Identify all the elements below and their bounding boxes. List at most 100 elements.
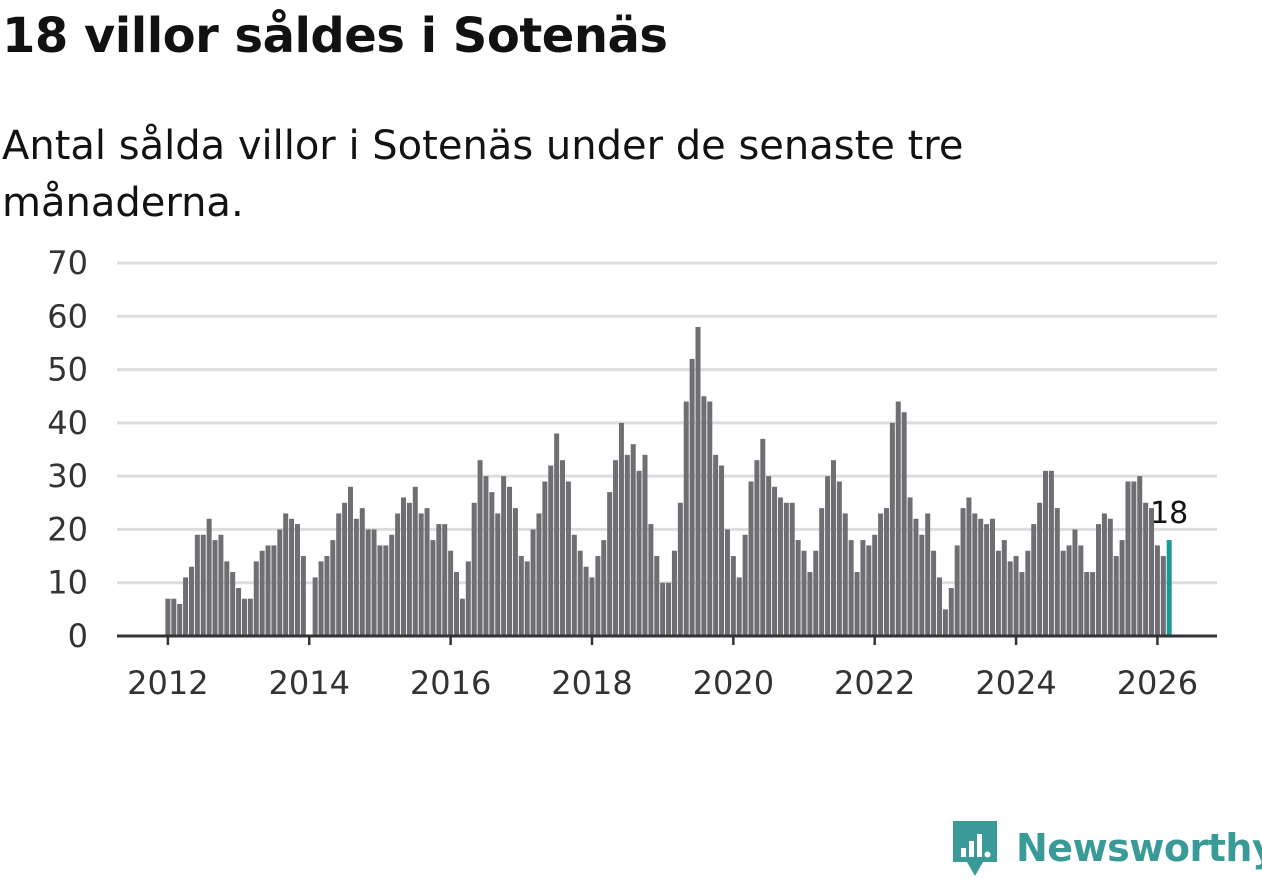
bar (1107, 518, 1113, 636)
bar (218, 534, 224, 636)
bar (836, 481, 842, 636)
bar (630, 444, 636, 636)
bar (1007, 561, 1013, 636)
x-tick-label: 2012 (127, 664, 208, 702)
bar (736, 577, 742, 636)
bar (418, 513, 424, 636)
bar (389, 534, 395, 636)
bar (801, 550, 807, 636)
bar (819, 508, 825, 636)
last-value-label: 18 (1150, 496, 1188, 531)
bar (1154, 545, 1160, 636)
bar (212, 540, 218, 636)
bar (259, 550, 265, 636)
y-tick-label: 60 (47, 297, 88, 335)
bar (206, 518, 212, 636)
bar (919, 534, 925, 636)
bar (312, 577, 318, 636)
bar (165, 598, 171, 636)
bar (542, 481, 548, 636)
bar (583, 566, 589, 636)
bar (424, 508, 430, 636)
bar (607, 492, 613, 636)
bar (595, 556, 601, 636)
y-tick-label: 40 (47, 404, 88, 442)
y-tick-label: 0 (68, 617, 88, 655)
bar (960, 508, 966, 636)
bar (412, 486, 418, 636)
bar (571, 534, 577, 636)
bar (465, 561, 471, 636)
x-tick-label: 2024 (975, 664, 1056, 702)
bar (777, 497, 783, 636)
bar (654, 556, 660, 636)
bar (1013, 556, 1019, 636)
bar (789, 502, 795, 636)
bar (1060, 550, 1066, 636)
bar (972, 513, 978, 636)
bar (860, 540, 866, 636)
bar (395, 513, 401, 636)
bar (507, 486, 513, 636)
bar (477, 460, 483, 636)
bar (1119, 540, 1125, 636)
bar (1090, 572, 1096, 636)
brand-logo: Newsworthy (950, 818, 1262, 878)
bar (748, 481, 754, 636)
bar (336, 513, 342, 636)
bar (265, 545, 271, 636)
bar (795, 540, 801, 636)
bar (1037, 502, 1043, 636)
bar (671, 550, 677, 636)
bar (642, 454, 648, 636)
bar (1043, 470, 1049, 636)
bar (518, 556, 524, 636)
bar (1078, 545, 1084, 636)
bar (872, 534, 878, 636)
bar (459, 598, 465, 636)
bar (742, 534, 748, 636)
bar (936, 577, 942, 636)
x-tick-label: 2016 (410, 664, 491, 702)
bar (1072, 529, 1078, 636)
bar (200, 534, 206, 636)
bar (530, 529, 536, 636)
y-tick-label: 50 (47, 351, 88, 389)
y-tick-label: 20 (47, 510, 88, 548)
bar (713, 454, 719, 636)
bar (878, 513, 884, 636)
x-tick-label: 2020 (693, 664, 774, 702)
bar (842, 513, 848, 636)
bar (866, 545, 872, 636)
bar (813, 550, 819, 636)
bar (442, 524, 448, 636)
bar (830, 460, 836, 636)
bar (330, 540, 336, 636)
bar (783, 502, 789, 636)
bar (1137, 476, 1143, 636)
bar (224, 561, 230, 636)
bar (854, 572, 860, 636)
bar (995, 550, 1001, 636)
bar (560, 460, 566, 636)
bar (342, 502, 348, 636)
bar (966, 497, 972, 636)
bar (925, 513, 931, 636)
bar (942, 609, 948, 636)
bar (889, 422, 895, 636)
bar (454, 572, 460, 636)
bar (347, 486, 353, 636)
bar (1131, 481, 1137, 636)
bar (683, 401, 689, 636)
bar (401, 497, 406, 636)
bar (359, 508, 365, 636)
bar (489, 492, 495, 636)
bar (430, 540, 436, 636)
y-tick-label: 30 (47, 457, 88, 495)
bar (883, 508, 889, 636)
bar (253, 561, 259, 636)
bar (948, 588, 954, 636)
bar (524, 561, 530, 636)
bar (1019, 572, 1025, 636)
bar (406, 502, 412, 636)
